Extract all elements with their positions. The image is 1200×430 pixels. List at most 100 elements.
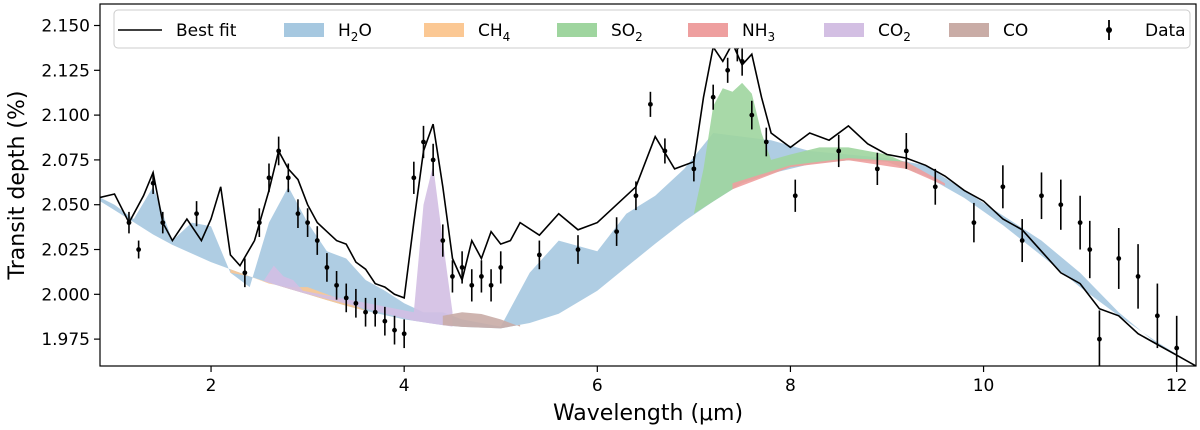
legend-item-co2: CO2	[824, 21, 911, 44]
y-tick-label: 2.000	[41, 285, 90, 305]
y-tick-label: 2.100	[41, 106, 90, 126]
y-tick-label: 2.075	[41, 151, 90, 171]
data-point	[314, 226, 320, 255]
data-point	[411, 161, 417, 194]
data-point	[575, 235, 581, 264]
data-point	[874, 152, 880, 185]
legend-label: CH4	[478, 21, 510, 44]
data-point	[749, 100, 755, 130]
legend-label: Data	[1145, 21, 1186, 41]
data-point	[1087, 220, 1093, 279]
data-point	[792, 179, 798, 212]
data-point	[1116, 228, 1122, 289]
legend-label: H2O	[338, 21, 372, 44]
data-point	[1174, 315, 1180, 366]
data-point	[1154, 283, 1160, 349]
legend-item-data: Data	[1106, 20, 1186, 41]
y-tick-label: 2.050	[41, 196, 90, 216]
x-axis-ticks: 2 4 6 8 10 12	[206, 366, 1188, 396]
data-point	[479, 260, 484, 293]
data-point	[836, 134, 842, 168]
data-point	[459, 251, 465, 284]
legend-item-best_fit: Best fit	[118, 21, 237, 41]
data-point	[469, 269, 475, 302]
data-point	[739, 47, 745, 76]
data-point	[763, 127, 769, 157]
data-point	[662, 138, 668, 164]
data-point	[126, 211, 132, 234]
data-point	[430, 143, 436, 177]
data-point	[392, 315, 397, 345]
legend-label: Best fit	[176, 21, 237, 41]
data-point	[324, 253, 330, 282]
data-point	[421, 125, 426, 159]
data-point	[276, 136, 282, 166]
plot-frame	[99, 3, 1197, 367]
x-tick-label: 6	[592, 376, 603, 396]
data-point	[536, 240, 542, 270]
legend-fill-swatch	[284, 23, 324, 37]
legend-fill-swatch	[688, 23, 728, 37]
fill-nh3	[732, 158, 945, 190]
data-point	[1058, 179, 1064, 230]
legend-box	[113, 9, 1191, 49]
data-point	[1019, 219, 1025, 263]
y-tick-label: 2.025	[41, 241, 90, 261]
best-fit-layer	[100, 41, 1196, 366]
fill-co	[442, 312, 521, 329]
legend: Best fit H2O CH4 SO2 NH3 CO2 CO Data	[113, 9, 1191, 49]
data-point	[266, 163, 272, 193]
fill-co2	[264, 165, 453, 327]
data-point	[725, 57, 731, 83]
y-tick-label: 1.975	[41, 330, 90, 350]
data-point	[488, 269, 494, 302]
legend-label: CO	[1003, 21, 1028, 41]
molecule-fill-layer	[100, 82, 1196, 366]
data-point	[1039, 172, 1044, 220]
data-point	[256, 208, 262, 237]
data-point	[648, 91, 653, 117]
x-tick-label: 8	[785, 376, 796, 396]
legend-label: CO2	[878, 21, 911, 44]
data-point	[450, 260, 455, 293]
x-axis-label: Wavelength (μm)	[553, 401, 743, 426]
legend-item-h2o: H2O	[284, 21, 372, 44]
data-point	[136, 240, 142, 259]
data-point	[382, 306, 388, 336]
legend-fill-swatch	[424, 23, 464, 37]
data-point	[1077, 195, 1083, 250]
x-tick-label: 10	[973, 376, 995, 396]
data-point	[343, 283, 349, 313]
legend-item-ch4: CH4	[424, 21, 510, 44]
best-fit-line	[100, 41, 1196, 366]
data-point	[160, 211, 166, 234]
data-point	[971, 202, 977, 243]
legend-fill-swatch	[557, 23, 597, 37]
legend-label: NH3	[742, 21, 775, 44]
x-tick-label: 12	[1166, 376, 1188, 396]
data-point	[150, 172, 156, 194]
data-point	[194, 201, 199, 227]
data-point	[633, 181, 639, 211]
legend-fill-swatch	[949, 23, 989, 37]
data-point	[932, 168, 938, 205]
data-point	[1135, 244, 1141, 309]
data-point	[242, 258, 248, 288]
legend-item-so2: SO2	[557, 21, 643, 44]
y-axis-label: Transit depth (%)	[5, 91, 30, 281]
data-point	[372, 297, 378, 327]
data-point	[1000, 165, 1006, 209]
data-point	[498, 251, 504, 284]
data-point	[334, 271, 339, 300]
x-tick-label: 2	[206, 376, 217, 396]
legend-item-nh3: NH3	[688, 21, 775, 44]
data-points-layer	[126, 32, 1180, 366]
y-axis-ticks: 1.975 2.000 2.025 2.050 2.075 2.100 2.125 2.150	[41, 17, 100, 350]
data-point	[285, 163, 291, 193]
data-point	[305, 208, 311, 237]
legend-label: SO2	[611, 21, 643, 44]
data-point	[691, 156, 697, 182]
data-point	[710, 84, 716, 110]
data-point	[295, 199, 301, 229]
